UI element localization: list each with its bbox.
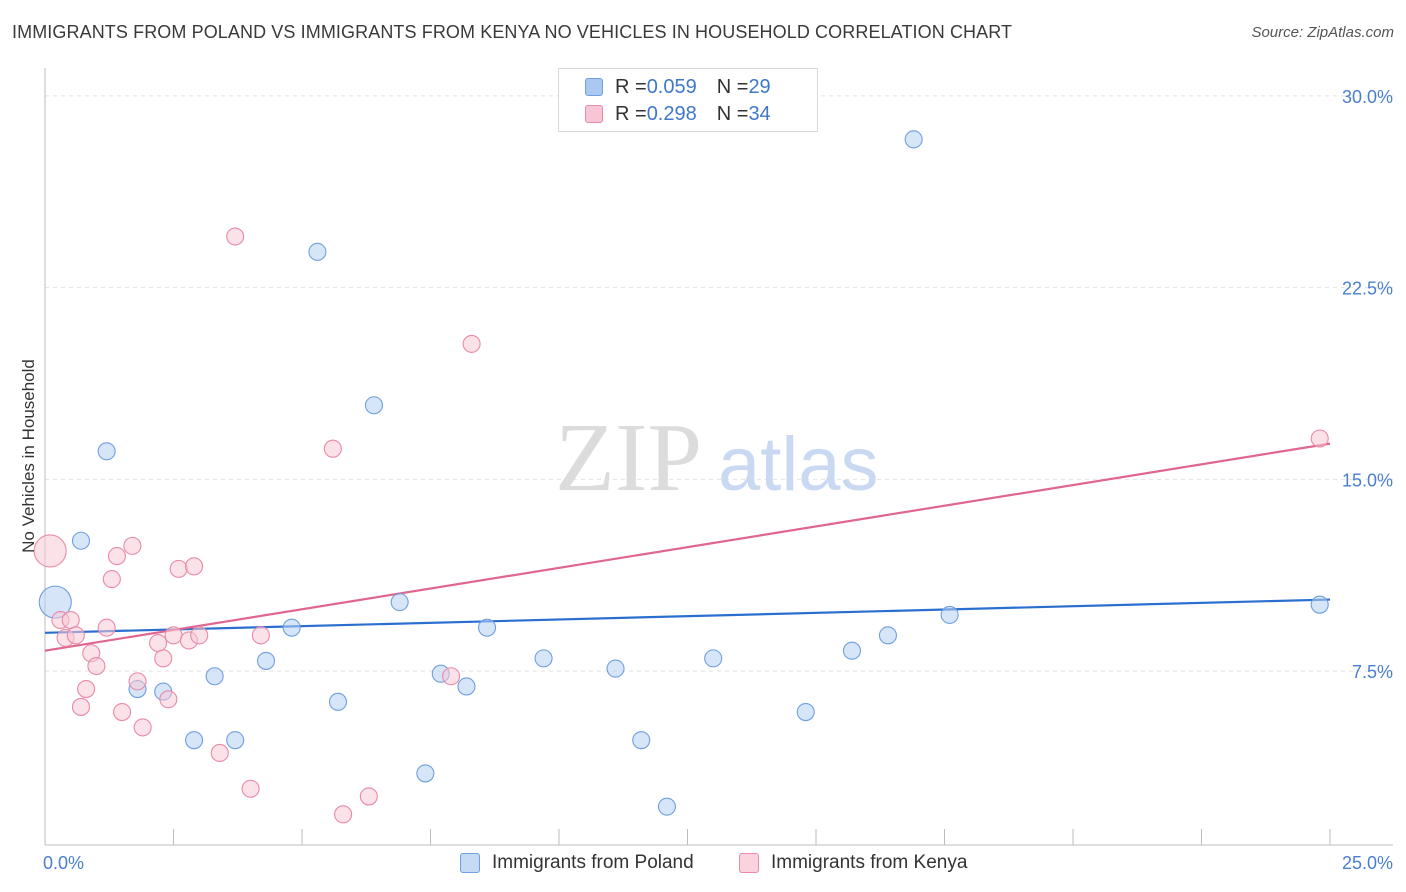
y-tick-label: 7.5% xyxy=(1352,662,1393,682)
trend-line xyxy=(44,442,1331,652)
data-point xyxy=(169,559,188,578)
data-point xyxy=(205,667,224,686)
grid-layer xyxy=(45,95,1393,672)
chart-title: IMMIGRANTS FROM POLAND VS IMMIGRANTS FRO… xyxy=(12,22,1013,42)
data-point xyxy=(190,626,209,645)
data-point xyxy=(226,731,245,750)
bottom-legend-kenya: Immigrants from Kenya xyxy=(739,852,967,874)
data-point xyxy=(940,605,959,624)
x-tick-label: 0.0% xyxy=(43,853,84,873)
data-point xyxy=(477,618,497,637)
data-point xyxy=(33,534,67,568)
axis-layer xyxy=(44,68,1393,846)
watermark-atlas: atlas xyxy=(718,422,879,507)
data-point xyxy=(390,593,409,612)
data-point xyxy=(87,656,106,676)
data-point xyxy=(77,679,96,699)
bottom-legend-label-poland: Immigrants from Poland xyxy=(492,852,694,873)
source-label: Source: ZipAtlas.com xyxy=(1251,24,1394,41)
data-point xyxy=(657,797,676,816)
data-point xyxy=(113,703,132,722)
data-point xyxy=(61,610,80,630)
data-point xyxy=(185,731,204,750)
y-axis-label: No Vehicles in Household xyxy=(19,359,38,553)
data-point xyxy=(364,396,384,415)
data-point xyxy=(334,805,353,824)
bottom-legend-poland: Immigrants from Poland xyxy=(460,852,694,874)
data-point xyxy=(226,227,245,246)
legend-n-label: N = xyxy=(716,75,749,98)
data-point xyxy=(128,672,147,691)
data-point xyxy=(164,626,183,645)
data-point xyxy=(251,626,270,645)
y-tick-label: 30.0% xyxy=(1342,87,1393,107)
data-point xyxy=(107,547,127,566)
data-point xyxy=(416,764,435,783)
data-point xyxy=(632,731,651,750)
data-point xyxy=(66,626,85,645)
tick-label-layer: 7.5% 15.0% 22.5% 30.0% 0.0% 25.0% xyxy=(43,87,1393,873)
data-point xyxy=(323,439,342,458)
legend-row-poland: R = 0.059 N = 29 xyxy=(585,75,771,99)
data-point xyxy=(256,651,276,670)
data-point xyxy=(534,649,553,668)
data-point xyxy=(1310,429,1329,448)
data-point xyxy=(185,557,204,576)
legend-row-kenya: R = 0.298 N = 34 xyxy=(585,102,771,126)
data-point xyxy=(71,697,91,716)
data-point xyxy=(159,690,178,709)
trend-line xyxy=(44,598,1331,634)
legend: R = 0.059 N = 29 R = 0.298 N = 34 xyxy=(558,68,818,132)
data-point xyxy=(796,703,815,722)
bottom-legend-swatch-kenya xyxy=(739,853,759,873)
data-point xyxy=(149,633,168,653)
data-point xyxy=(241,779,260,798)
data-point xyxy=(328,692,348,711)
data-point xyxy=(462,334,481,353)
legend-r-value: 0.059 xyxy=(646,75,697,98)
data-point xyxy=(154,649,173,668)
points-layer xyxy=(33,130,1329,824)
data-point xyxy=(442,667,461,686)
data-point xyxy=(1310,595,1329,614)
data-point xyxy=(97,618,116,637)
data-point xyxy=(842,641,862,660)
legend-r-label: R = xyxy=(615,102,647,125)
data-point xyxy=(704,649,723,668)
legend-swatch-poland xyxy=(585,78,603,96)
x-tick-label: 25.0% xyxy=(1342,853,1393,873)
watermark-zip: ZIP xyxy=(555,404,702,512)
data-point xyxy=(606,659,625,678)
bottom-legend-swatch-poland xyxy=(460,853,480,873)
data-point xyxy=(878,626,898,645)
data-point xyxy=(133,718,152,737)
data-point xyxy=(904,130,923,149)
data-point xyxy=(282,618,301,637)
data-point xyxy=(97,442,116,461)
data-point xyxy=(123,536,142,555)
data-point xyxy=(457,677,476,696)
bottom-legend-label-kenya: Immigrants from Kenya xyxy=(771,852,968,873)
data-point xyxy=(102,570,121,589)
data-point xyxy=(210,743,229,763)
legend-r-value: 0.298 xyxy=(646,102,697,125)
y-tick-label: 22.5% xyxy=(1342,279,1393,299)
legend-r-label: R = xyxy=(615,75,647,98)
legend-n-value: 34 xyxy=(748,102,771,125)
y-tick-label: 15.0% xyxy=(1342,470,1393,490)
legend-swatch-kenya xyxy=(585,105,603,123)
data-point xyxy=(71,531,91,550)
legend-n-value: 29 xyxy=(748,75,771,98)
data-point xyxy=(308,242,327,261)
data-point xyxy=(359,787,378,806)
legend-n-label: N = xyxy=(716,102,749,125)
watermark: ZIP atlas xyxy=(555,404,879,512)
